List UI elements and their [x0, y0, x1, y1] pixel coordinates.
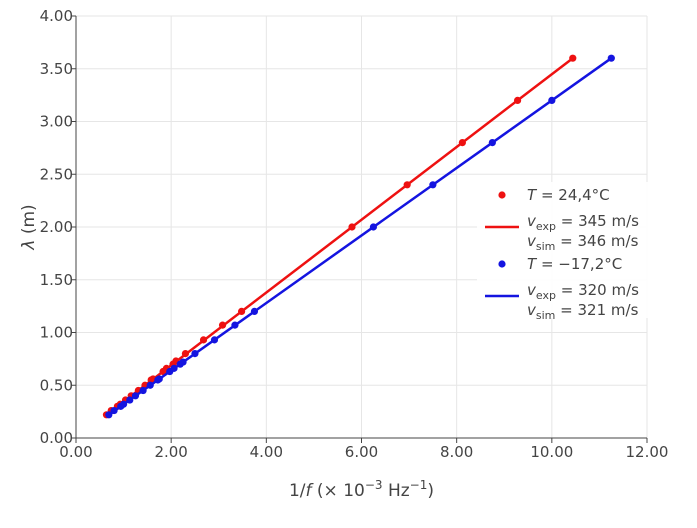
legend-label: T = −17,2°C	[527, 255, 622, 273]
y-tick-label: 1.50	[40, 271, 73, 289]
y-axis-title: λ (m)	[19, 204, 39, 250]
y-tick-label: 1.00	[40, 324, 73, 342]
x-tick-label: 10.00	[530, 443, 573, 461]
legend-item-2: T = −17,2°C	[498, 255, 622, 273]
fit-line	[105, 57, 574, 416]
x-tick-label: 0.00	[59, 443, 92, 461]
y-tick-label: 2.00	[40, 218, 73, 236]
axes	[71, 15, 648, 443]
legend-label: vsim = 321 m/s	[527, 301, 639, 322]
x-tick-label: 8.00	[440, 443, 473, 461]
x-tick-labels: 0.00 2.00 4.00 6.00 8.00 10.00 12.00	[59, 443, 668, 461]
x-tick-label: 2.00	[154, 443, 187, 461]
legend-item-0: T = 24,4°C	[498, 186, 610, 204]
x-tick-label: 12.00	[626, 443, 669, 461]
legend-marker	[498, 260, 506, 268]
legend-label: vsim = 346 m/s	[527, 232, 639, 253]
x-axis-title: 1/f (× 10−3 Hz−1)	[289, 478, 434, 501]
legend-label: vexp = 320 m/s	[527, 281, 639, 302]
plot-area	[102, 54, 615, 419]
x-tick-label: 6.00	[345, 443, 378, 461]
y-tick-label: 4.00	[40, 7, 73, 25]
legend-label: T = 24,4°C	[527, 186, 610, 204]
y-tick-label: 3.50	[40, 60, 73, 78]
legend-marker	[498, 191, 506, 199]
series-1	[105, 57, 574, 416]
legend-label: vexp = 345 m/s	[527, 212, 639, 233]
y-tick-labels: 0.00 0.50 1.00 1.50 2.00 2.50 3.00 3.50 4.00	[40, 7, 73, 447]
fit-line	[108, 57, 613, 416]
y-tick-label: 3.00	[40, 113, 73, 131]
y-tick-label: 2.50	[40, 165, 73, 183]
y-tick-label: 0.00	[40, 429, 73, 447]
x-tick-label: 4.00	[250, 443, 283, 461]
series-3	[108, 57, 613, 416]
y-tick-label: 0.50	[40, 376, 73, 394]
